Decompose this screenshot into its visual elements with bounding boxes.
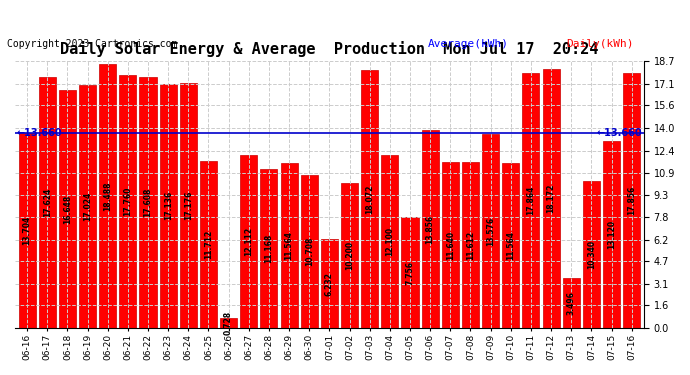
Text: 13.120: 13.120 xyxy=(607,220,616,249)
Bar xyxy=(99,64,117,328)
Bar xyxy=(562,278,580,328)
Bar xyxy=(79,85,96,328)
Text: 12.112: 12.112 xyxy=(244,227,253,256)
Bar xyxy=(139,77,157,328)
Bar xyxy=(422,130,439,328)
Bar xyxy=(583,180,600,328)
Text: 11.564: 11.564 xyxy=(284,231,293,260)
Text: 11.712: 11.712 xyxy=(204,230,213,259)
Bar xyxy=(240,155,257,328)
Text: 18.488: 18.488 xyxy=(104,182,112,211)
Text: 3.496: 3.496 xyxy=(566,291,575,315)
Text: 17.176: 17.176 xyxy=(184,191,193,220)
Bar xyxy=(200,161,217,328)
Bar xyxy=(542,69,560,328)
Text: 10.708: 10.708 xyxy=(305,237,314,266)
Bar xyxy=(19,132,36,328)
Text: Copyright 2023 Cartronics.com: Copyright 2023 Cartronics.com xyxy=(7,39,177,50)
Bar xyxy=(341,183,358,328)
Bar xyxy=(39,76,56,328)
Text: 11.640: 11.640 xyxy=(446,231,455,260)
Bar xyxy=(159,84,177,328)
Bar xyxy=(361,70,378,328)
Bar xyxy=(522,73,540,328)
Text: 17.024: 17.024 xyxy=(83,192,92,221)
Bar xyxy=(301,175,318,328)
Text: 13.856: 13.856 xyxy=(426,215,435,244)
Bar xyxy=(482,134,499,328)
Text: Average(kWh): Average(kWh) xyxy=(428,39,509,50)
Text: 11.564: 11.564 xyxy=(506,231,515,260)
Text: 17.624: 17.624 xyxy=(43,188,52,217)
Bar xyxy=(59,90,76,328)
Text: Daily(kWh): Daily(kWh) xyxy=(566,39,633,50)
Text: 13.576: 13.576 xyxy=(486,217,495,246)
Text: 17.608: 17.608 xyxy=(144,188,152,217)
Bar xyxy=(180,83,197,328)
Bar xyxy=(442,162,459,328)
Text: ←13.660: ←13.660 xyxy=(596,128,642,138)
Text: 17.760: 17.760 xyxy=(124,187,132,216)
Text: 18.072: 18.072 xyxy=(365,184,374,214)
Bar xyxy=(462,162,479,328)
Bar xyxy=(382,155,398,328)
Text: 12.100: 12.100 xyxy=(385,227,395,256)
Text: 17.136: 17.136 xyxy=(164,191,172,220)
Bar xyxy=(603,141,620,328)
Text: 17.864: 17.864 xyxy=(526,186,535,215)
Text: 18.172: 18.172 xyxy=(546,184,555,213)
Text: 17.856: 17.856 xyxy=(627,186,636,215)
Text: 16.648: 16.648 xyxy=(63,195,72,224)
Text: 10.200: 10.200 xyxy=(345,241,354,270)
Text: 7.756: 7.756 xyxy=(406,261,415,285)
Bar xyxy=(260,169,277,328)
Text: ←13.660: ←13.660 xyxy=(17,128,63,138)
Bar xyxy=(281,163,297,328)
Bar xyxy=(402,217,419,328)
Bar xyxy=(321,239,338,328)
Bar xyxy=(119,75,137,328)
Text: 0.728: 0.728 xyxy=(224,311,233,335)
Title: Daily Solar Energy & Average  Production  Mon Jul 17  20:24: Daily Solar Energy & Average Production … xyxy=(60,41,599,57)
Bar xyxy=(502,163,520,328)
Bar xyxy=(220,318,237,328)
Text: 10.340: 10.340 xyxy=(587,240,596,269)
Text: 11.612: 11.612 xyxy=(466,231,475,260)
Bar xyxy=(623,73,640,328)
Text: 6.232: 6.232 xyxy=(325,272,334,296)
Text: 13.704: 13.704 xyxy=(23,216,32,245)
Text: 11.168: 11.168 xyxy=(264,234,273,263)
